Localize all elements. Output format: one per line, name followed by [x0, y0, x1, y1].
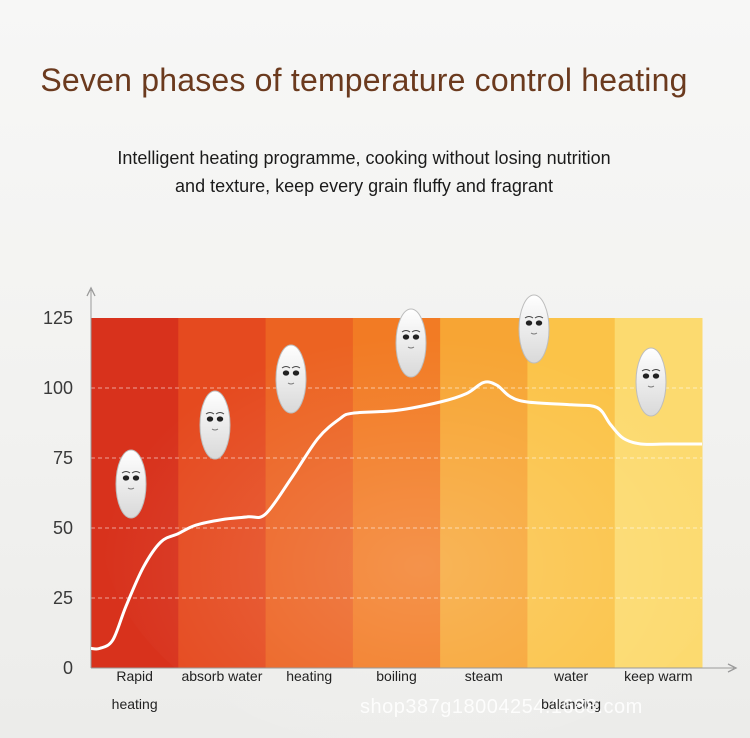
x-category-labels: Rapid heating absorb water heating boiling st… — [112, 668, 693, 712]
rice-mascots — [115, 294, 667, 519]
x-category-label: heating — [286, 668, 332, 684]
rice-bowl-backdrop — [100, 290, 740, 738]
temperature-series-line — [90, 380, 702, 651]
x-category-label: heating — [112, 696, 158, 712]
x-category-label: Rapid — [116, 668, 153, 684]
rice-grain-mascot-icon — [635, 347, 667, 417]
rice-grain-mascot-icon — [395, 308, 427, 378]
x-category-label: balancing — [541, 696, 601, 712]
y-tick-label: 75 — [53, 448, 73, 468]
y-tick-label: 0 — [63, 658, 73, 678]
rice-grain-mascot-icon — [199, 390, 231, 460]
x-axis-arrow-icon — [727, 663, 738, 673]
rice-grain-mascot-icon — [275, 344, 307, 414]
y-tick-label: 50 — [53, 518, 73, 538]
rice-grain-mascot-icon — [115, 449, 147, 519]
x-category-label: keep warm — [624, 668, 692, 684]
y-tick-label: 25 — [53, 588, 73, 608]
rice-grain-mascot-icon — [518, 294, 550, 364]
subtitle-line-2: and texture, keep every grain fluffy and… — [175, 176, 553, 196]
grid-lines — [91, 387, 702, 599]
x-category-label: boiling — [376, 668, 416, 684]
subtitle-line-1: Intelligent heating programme, cooking w… — [117, 148, 611, 168]
x-category-label: water — [553, 668, 589, 684]
y-tick-label: 125 — [43, 308, 73, 328]
x-category-label: absorb water — [181, 668, 262, 684]
y-axis-arrow-icon — [86, 286, 96, 297]
watermark: shop387g18004254.1688.com — [360, 696, 643, 718]
y-tick-labels: 0 25 50 75 100 125 — [43, 308, 73, 678]
page-title: Seven phases of temperature control heat… — [40, 62, 688, 98]
x-category-label: steam — [465, 668, 503, 684]
y-tick-label: 100 — [43, 378, 73, 398]
axes — [86, 286, 738, 673]
